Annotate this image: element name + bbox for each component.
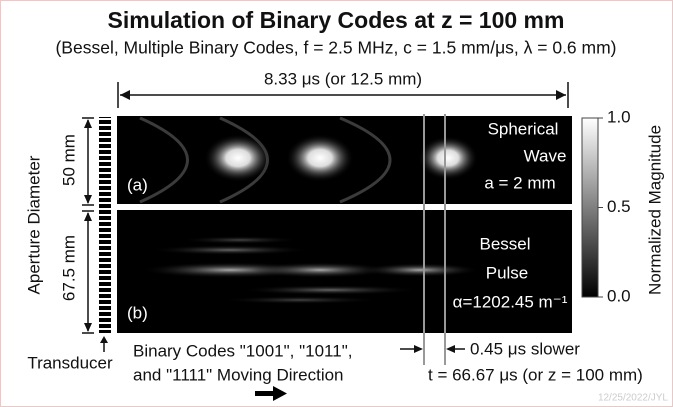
panel-caption: Spherical xyxy=(488,119,559,138)
colorbar-label: Normalized Magnitude xyxy=(645,125,664,295)
pulse xyxy=(286,134,354,182)
colorbar-tick-label: 1.0 xyxy=(607,107,631,126)
panel-tag: (b) xyxy=(127,303,148,322)
delay-label: 0.45 μs slower xyxy=(470,339,580,358)
aperture-label: 50 mm xyxy=(59,134,78,186)
panel-caption: a = 2 mm xyxy=(484,173,555,192)
transducer-label: Transducer xyxy=(27,353,113,372)
panel-caption: Wave xyxy=(524,146,567,165)
colorbar-tick-label: 0.0 xyxy=(607,286,631,305)
colorbar-tick-label: 0.5 xyxy=(607,197,631,216)
direction-label: Binary Codes "1001", "1011", xyxy=(133,341,352,360)
y-axis-label: Aperture Diameter xyxy=(24,155,43,294)
transducer xyxy=(99,117,111,333)
watermark: 12/25/2022/JYL xyxy=(598,393,668,404)
panel-tag: (a) xyxy=(127,175,148,194)
aperture-label: 67.5 mm xyxy=(59,235,78,301)
pulse xyxy=(204,134,272,182)
subtitle: (Bessel, Multiple Binary Codes, f = 2.5 … xyxy=(55,38,616,58)
title: Simulation of Binary Codes at z = 100 mm xyxy=(108,7,565,33)
pulse xyxy=(418,136,478,180)
colorbar xyxy=(582,118,598,297)
figure: Simulation of Binary Codes at z = 100 mm… xyxy=(0,0,673,407)
panel-caption: α=1202.45 m⁻¹ xyxy=(453,292,568,311)
direction-label: and "1111" Moving Direction xyxy=(133,365,344,384)
panel-caption: Bessel xyxy=(479,234,530,253)
time-label: t = 66.67 μs (or z = 100 mm) xyxy=(428,365,643,384)
duration-label: 8.33 μs (or 12.5 mm) xyxy=(264,69,422,88)
panel-caption: Pulse xyxy=(486,263,529,282)
